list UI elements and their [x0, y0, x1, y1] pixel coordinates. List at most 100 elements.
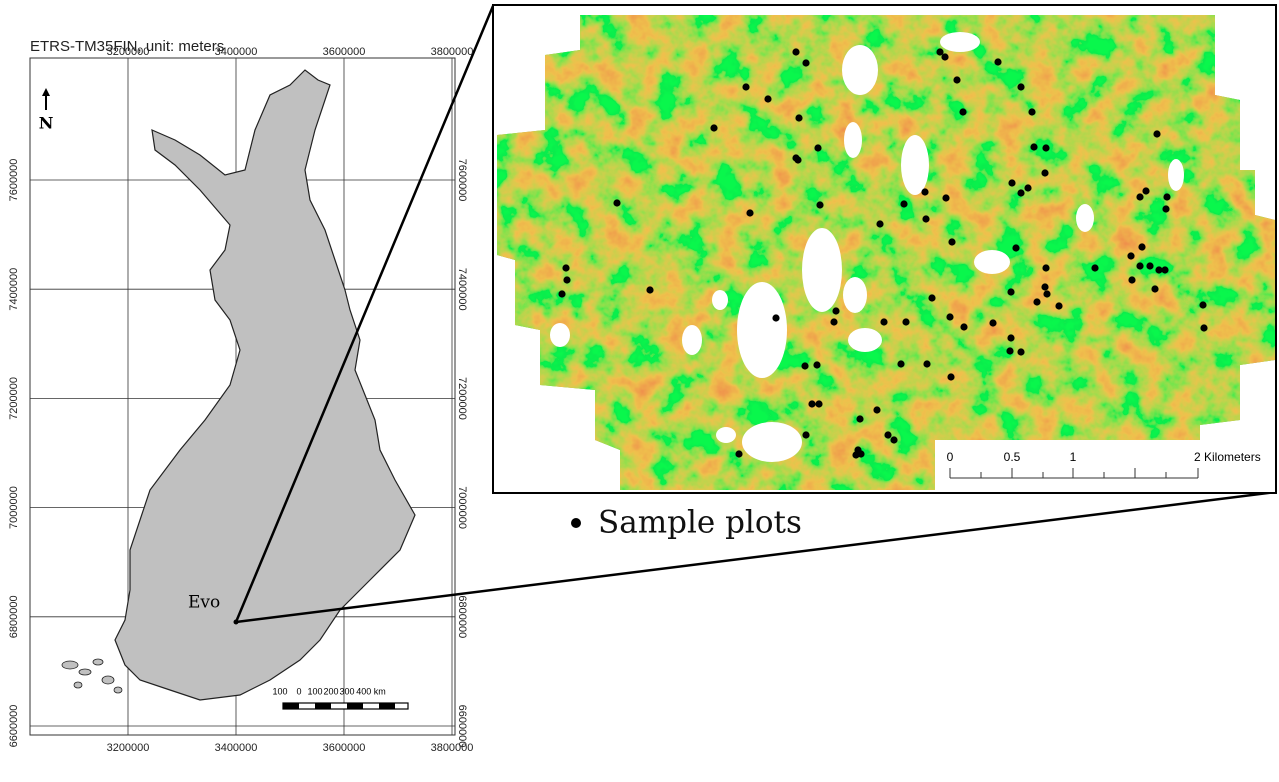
sample-plot	[946, 313, 953, 320]
sample-plot	[1043, 290, 1050, 297]
sample-plot	[562, 264, 569, 271]
sample-plot	[1127, 252, 1134, 259]
sample-plot	[772, 314, 779, 321]
sample-plot	[941, 53, 948, 60]
sample-plot	[802, 59, 809, 66]
scale-label: 0	[296, 686, 301, 696]
sample-plot	[830, 318, 837, 325]
x-tick-label: 3400000	[215, 46, 258, 58]
y-tick-label: 7200000	[8, 377, 20, 420]
sample-plot	[1138, 243, 1145, 250]
sample-plot	[1162, 205, 1169, 212]
sample-plot	[890, 436, 897, 443]
sample-plot	[989, 319, 996, 326]
y-tick-label: 6800000	[8, 595, 20, 638]
scale-label: 300	[339, 686, 354, 696]
sample-plot	[815, 400, 822, 407]
sample-plot	[942, 194, 949, 201]
sample-plot	[900, 200, 907, 207]
sample-plot	[1028, 108, 1035, 115]
sample-plot	[1146, 262, 1153, 269]
x-tick-label: 3200000	[107, 742, 150, 754]
sample-plot	[1006, 347, 1013, 354]
scale-label: 0.5	[1004, 450, 1021, 464]
sample-plot	[746, 209, 753, 216]
y-tick-label: 7000000	[456, 486, 468, 529]
sample-plot	[922, 215, 929, 222]
figure: ETRS-TM35FIN, unit: meters N Evo 1000100…	[0, 0, 1279, 778]
north-arrowhead	[42, 88, 50, 96]
scale-label: 100	[307, 686, 322, 696]
sample-plot	[1153, 130, 1160, 137]
sample-plot	[1041, 283, 1048, 290]
sample-plot	[1091, 264, 1098, 271]
sample-plot	[813, 361, 820, 368]
sample-plot	[808, 400, 815, 407]
y-tick-label: 7400000	[8, 268, 20, 311]
sample-plot	[1199, 301, 1206, 308]
sample-plot	[1128, 276, 1135, 283]
sample-plot	[959, 108, 966, 115]
scale-label: 1	[1070, 450, 1077, 464]
sample-plot	[1142, 187, 1149, 194]
sample-plot	[646, 286, 653, 293]
site-label: Evo	[188, 593, 220, 613]
sample-plot	[876, 220, 883, 227]
y-tick-label: 7200000	[456, 377, 468, 420]
sample-plot	[1008, 179, 1015, 186]
scale-label: 0	[947, 450, 954, 464]
sample-plot	[1017, 348, 1024, 355]
sample-plot	[1007, 288, 1014, 295]
sample-plot	[1017, 83, 1024, 90]
vegetation-raster	[497, 15, 1275, 490]
sample-plot	[1024, 184, 1031, 191]
sample-plot	[880, 318, 887, 325]
x-tick-label: 3600000	[323, 46, 366, 58]
sample-plot	[1200, 324, 1207, 331]
sample-plot	[1163, 193, 1170, 200]
sample-plot	[710, 124, 717, 131]
scale-label: 400 km	[356, 686, 386, 696]
scale-label: 2 Kilometers	[1194, 450, 1261, 464]
north-label: N	[39, 114, 54, 133]
sample-plot	[563, 276, 570, 283]
y-tick-label: 7600000	[456, 159, 468, 202]
sample-plot	[1042, 264, 1049, 271]
sample-plot	[792, 48, 799, 55]
sample-plot	[947, 373, 954, 380]
scale-label: 100	[272, 686, 287, 696]
sample-plot	[852, 451, 859, 458]
sample-plot	[1041, 169, 1048, 176]
sample-plot	[794, 156, 801, 163]
sample-plot	[1007, 334, 1014, 341]
sample-plot	[1151, 285, 1158, 292]
y-tick-label: 6600000	[456, 705, 468, 748]
sample-plot	[816, 201, 823, 208]
sample-plot	[735, 450, 742, 457]
sample-plot	[960, 323, 967, 330]
sample-plot	[923, 360, 930, 367]
sample-plot	[1012, 244, 1019, 251]
sample-plot	[832, 307, 839, 314]
sample-plot	[928, 294, 935, 301]
sample-plot	[948, 238, 955, 245]
page: {"map": {"crs_label": "ETRS-TM35FIN, uni…	[0, 0, 1279, 778]
y-tick-label: 6600000	[8, 705, 20, 748]
legend-marker	[571, 518, 581, 528]
sample-plot	[953, 76, 960, 83]
y-tick-label: 6800000	[456, 595, 468, 638]
sample-plot	[814, 144, 821, 151]
sample-plot	[856, 415, 863, 422]
sample-plot	[613, 199, 620, 206]
sample-plot	[801, 362, 808, 369]
sample-plot	[1161, 266, 1168, 273]
sample-plot	[558, 290, 565, 297]
sample-plot	[897, 360, 904, 367]
archipelago	[62, 659, 122, 693]
x-tick-label: 3600000	[323, 742, 366, 754]
sample-plot	[884, 431, 891, 438]
sample-plot	[795, 114, 802, 121]
sample-plot	[1055, 302, 1062, 309]
legend-label: Sample plots	[598, 505, 802, 541]
